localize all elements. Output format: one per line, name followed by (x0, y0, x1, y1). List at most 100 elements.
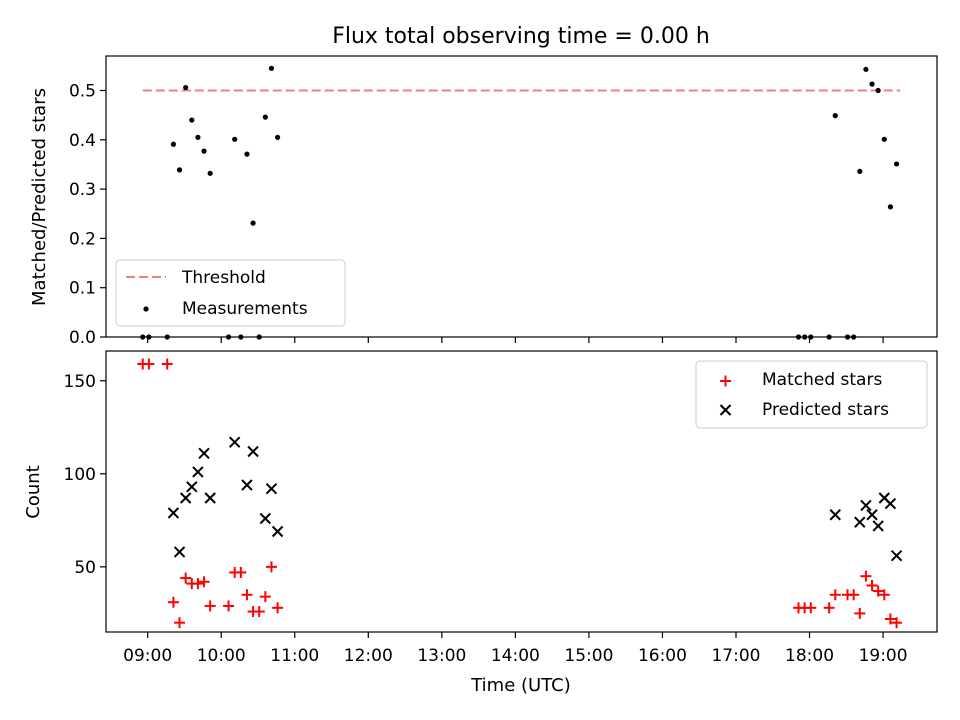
predicted-star-point (872, 520, 884, 532)
y-tick-label: 0.5 (69, 82, 96, 102)
matched-star-point (854, 607, 866, 619)
cross-stroke-b (167, 507, 180, 519)
chart-title: Flux total observing time = 0.00 h (332, 24, 710, 49)
measurement-point (274, 134, 281, 140)
x-tick-label: 14:00 (491, 646, 540, 666)
cross-stroke-b (247, 445, 259, 458)
matched-star-point (198, 576, 210, 588)
predicted-star-point (890, 549, 903, 562)
top-panel: 0.0 0.1 0.2 0.3 0.4 0.5 Matched/Predicted sta… (29, 55, 938, 348)
predicted-star-point (192, 466, 204, 478)
measurement-point (857, 168, 863, 174)
matched-star-point (272, 602, 284, 614)
x-tick-label: 18:00 (785, 646, 834, 666)
matched-star-point (161, 358, 173, 370)
cross-stroke-b (271, 525, 284, 538)
bottom-axes-frame (105, 350, 938, 633)
cross-stroke-b (241, 479, 253, 491)
measurement-point (250, 220, 256, 226)
predicted-star-point (259, 512, 272, 525)
y-tick-label: 0.2 (69, 229, 96, 249)
x-tick-label: 12:00 (344, 646, 393, 666)
predicted-star-point (854, 516, 866, 528)
legend-measurements-label: Measurements (182, 299, 308, 319)
matched-star-point (174, 617, 186, 629)
y-tick-label: 0.4 (69, 131, 96, 151)
predicted-star-point (179, 492, 192, 504)
predicted-star-point (884, 497, 897, 510)
cross-stroke-b (860, 499, 872, 512)
legend-box (695, 360, 928, 429)
cross-stroke-b (872, 520, 884, 532)
cross-stroke-b (204, 492, 216, 504)
top-marks (140, 65, 901, 340)
x-tick-label: 15:00 (564, 646, 613, 666)
matched-star-point (253, 606, 265, 618)
x-tick-label: 17:00 (711, 646, 760, 666)
legend-box (115, 259, 346, 327)
measurement-point (189, 117, 195, 123)
top-axes-frame (105, 55, 938, 338)
matched-star-point (265, 561, 277, 573)
legend-matched-label: Matched stars (762, 370, 882, 390)
bottom-legend: Matched stars Predicted stars (695, 360, 928, 429)
matched-star-point (235, 566, 247, 578)
x-tick-label: 10:00 (197, 646, 246, 666)
bottom-x-ticks: 09:00 10:00 11:00 12:00 13:00 14:00 15:00 16:00… (123, 632, 908, 666)
measurement-point (183, 84, 189, 91)
cross-stroke-b (854, 516, 866, 528)
predicted-star-point (173, 546, 186, 558)
matched-star-point (884, 613, 896, 625)
y-tick-label: 100 (64, 465, 96, 485)
matched-star-point (878, 589, 890, 601)
measurement-point (893, 161, 900, 167)
cross-stroke-b (878, 492, 891, 504)
y-tick-label: 50 (74, 558, 96, 578)
matched-star-point (866, 579, 878, 591)
cross-stroke-b (259, 512, 272, 525)
matched-star-point (891, 617, 903, 629)
predicted-star-point (271, 525, 284, 538)
matched-star-point (143, 358, 155, 370)
measurement-point (268, 65, 275, 71)
y-tick-label: 150 (64, 372, 96, 392)
matched-star-point (241, 589, 253, 601)
top-legend: Threshold Measurements (115, 259, 346, 327)
cross-stroke-b (173, 546, 186, 558)
legend-matched-swatch (720, 375, 731, 387)
matched-star-point (259, 591, 271, 603)
cross-stroke-b (186, 481, 198, 493)
x-axis-label: Time (UTC) (470, 675, 571, 696)
measurement-point (170, 141, 177, 147)
cross-stroke-b (228, 436, 241, 448)
predicted-star-point (860, 499, 872, 512)
predicted-star-point (198, 447, 210, 460)
predicted-star-point (265, 483, 278, 495)
predicted-star-point (829, 509, 841, 521)
measurement-point (195, 134, 201, 140)
measurement-point (201, 148, 207, 154)
matched-star-point (180, 572, 192, 584)
measurement-point (887, 204, 894, 210)
matched-star-point (192, 578, 204, 590)
top-x-ticks (147, 337, 884, 343)
y-tick-label: 0.0 (69, 328, 96, 348)
top-y-axis-label: Matched/Predicted stars (29, 88, 50, 306)
x-tick-label: 13:00 (417, 646, 466, 666)
predicted-star-point (228, 436, 241, 448)
matched-star-point (204, 600, 216, 612)
top-y-ticks: 0.0 0.1 0.2 0.3 0.4 0.5 (69, 82, 106, 348)
bottom-marks (137, 358, 903, 629)
measurement-point (244, 151, 250, 157)
legend-predicted-label: Predicted stars (762, 400, 889, 420)
cross-stroke-b (179, 492, 192, 504)
matched-star-point (872, 585, 884, 597)
measurement-point (875, 87, 881, 94)
y-tick-label: 0.1 (69, 279, 96, 299)
cross-stroke-b (829, 509, 841, 521)
matched-star-point (223, 600, 235, 612)
measurement-point (262, 114, 268, 120)
x-tick-label: 11:00 (270, 646, 319, 666)
matched-star-point (829, 589, 841, 601)
legend-predicted-swatch (719, 404, 732, 416)
